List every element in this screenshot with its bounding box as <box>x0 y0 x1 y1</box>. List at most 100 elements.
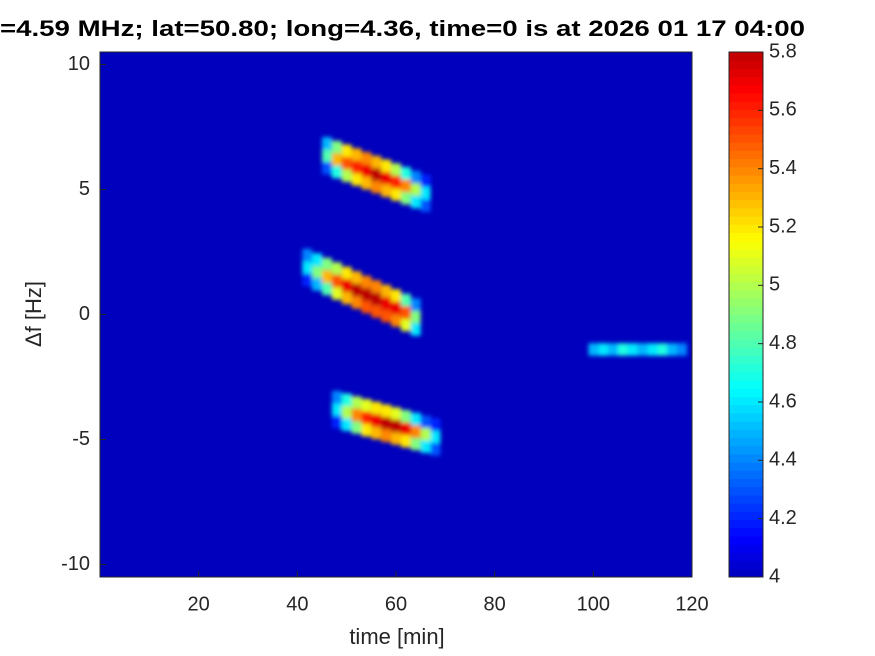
heatmap-cell <box>331 165 342 179</box>
chart-title: =4.59 MHz; lat=50.80; long=4.36, time=0 … <box>0 16 805 41</box>
colorbar-band <box>729 101 763 110</box>
heatmap-cell <box>361 411 372 424</box>
colorbar-band <box>729 519 763 529</box>
heatmap-cell <box>400 435 411 448</box>
heatmap-cell <box>410 170 421 184</box>
colorbar-band <box>729 371 763 381</box>
heatmap-cell <box>420 199 431 212</box>
colorbar-tick-label: 4.4 <box>769 449 797 471</box>
heatmap-cell <box>351 421 362 434</box>
colorbar-band <box>729 388 763 398</box>
heatmap-cell <box>331 403 342 416</box>
heatmap-cell <box>400 293 411 307</box>
heatmap-cell <box>331 274 342 288</box>
heatmap-cell <box>351 296 362 309</box>
colorbar-band <box>729 445 763 455</box>
heatmap-cell <box>371 414 382 427</box>
heatmap-cell <box>331 415 342 429</box>
colorbar-band <box>729 396 763 406</box>
colorbar-tick-label: 5 <box>769 274 780 296</box>
heatmap-cell <box>341 169 352 182</box>
heatmap-cell <box>322 270 332 283</box>
heatmap-cell <box>667 343 678 356</box>
heatmap-cell <box>410 323 421 336</box>
heatmap-cell <box>371 292 382 306</box>
heatmap-cell <box>410 437 421 451</box>
heatmap-cell <box>371 426 382 440</box>
colorbar-band <box>729 183 763 192</box>
colorbar-band <box>729 347 763 357</box>
heatmap-cell <box>322 137 332 150</box>
x-axis-label: time [min] <box>349 624 444 649</box>
colorbar-tick-label: 5.2 <box>769 215 797 237</box>
colorbar-band <box>729 207 763 217</box>
heatmap-cell <box>381 404 392 417</box>
colorbar-band <box>729 191 763 201</box>
heatmap-cell <box>381 284 392 298</box>
colorbar-band <box>729 257 763 266</box>
heatmap-cell <box>598 343 609 356</box>
colorbar-tick-label: 4.2 <box>769 507 797 529</box>
heatmap-cell <box>381 159 392 172</box>
heatmap-cell <box>371 305 382 318</box>
colorbar-band <box>729 527 763 537</box>
y-tick-label: 0 <box>79 303 90 325</box>
heatmap-cell <box>371 401 382 415</box>
colorbar-band <box>729 355 763 365</box>
colorbar-band <box>729 412 763 422</box>
colorbar-band <box>729 462 763 471</box>
colorbar-band <box>729 76 763 86</box>
heatmap-cell <box>400 192 411 205</box>
colorbar-band <box>729 199 763 209</box>
heatmap-cell <box>341 279 352 292</box>
heatmap-cell <box>312 253 322 266</box>
heatmap-cell <box>420 415 431 428</box>
colorbar-band <box>729 314 763 324</box>
colorbar-band <box>729 503 763 512</box>
colorbar-tick-label: 5.8 <box>769 40 797 62</box>
heatmap-cell <box>361 300 372 314</box>
heatmap-cell <box>391 301 401 315</box>
heatmap-cell <box>351 408 362 422</box>
heatmap-cell <box>361 177 372 190</box>
colorbar-band <box>729 216 763 225</box>
heatmap-cell <box>351 396 362 409</box>
x-tick-label: 120 <box>675 593 708 615</box>
colorbar-band <box>729 248 763 258</box>
colorbar-band <box>729 117 763 127</box>
heatmap-cell <box>391 419 401 433</box>
heatmap-cell <box>391 407 401 420</box>
heatmap-cell <box>400 179 411 192</box>
heatmap-cell <box>312 265 322 279</box>
x-tick-label: 20 <box>188 593 210 615</box>
heatmap-cell <box>391 188 401 201</box>
heatmap-cell <box>361 164 372 177</box>
colorbar-band <box>729 478 763 488</box>
heatmap-cell <box>410 195 421 209</box>
colorbar-frame <box>728 51 764 578</box>
heatmap-cell <box>430 443 441 456</box>
colorbar-band <box>729 150 763 160</box>
colorbar-band <box>729 421 763 430</box>
heatmap-cell <box>341 157 352 170</box>
heatmap-cell <box>647 343 658 356</box>
colorbar-band <box>729 158 763 168</box>
colorbar-band <box>729 486 763 496</box>
colorbar-band <box>729 470 763 480</box>
heatmap-cell <box>341 418 352 431</box>
heatmap-cell <box>322 162 332 175</box>
heatmap-cell <box>637 343 648 356</box>
x-tick-label: 100 <box>577 593 610 615</box>
heatmap-cell <box>331 390 342 404</box>
colorbar-tick-label: 5.6 <box>769 99 797 121</box>
colorbar-tick-label: 4.6 <box>769 390 797 412</box>
colorbar-band <box>729 306 763 315</box>
colorbar-band <box>729 134 763 143</box>
heatmap-cell <box>410 412 421 426</box>
colorbar-band <box>729 552 763 562</box>
heatmap-cell <box>302 273 313 287</box>
colorbar-band <box>729 68 763 78</box>
heatmap-cell <box>420 428 431 441</box>
heatmap-cell <box>341 393 352 406</box>
